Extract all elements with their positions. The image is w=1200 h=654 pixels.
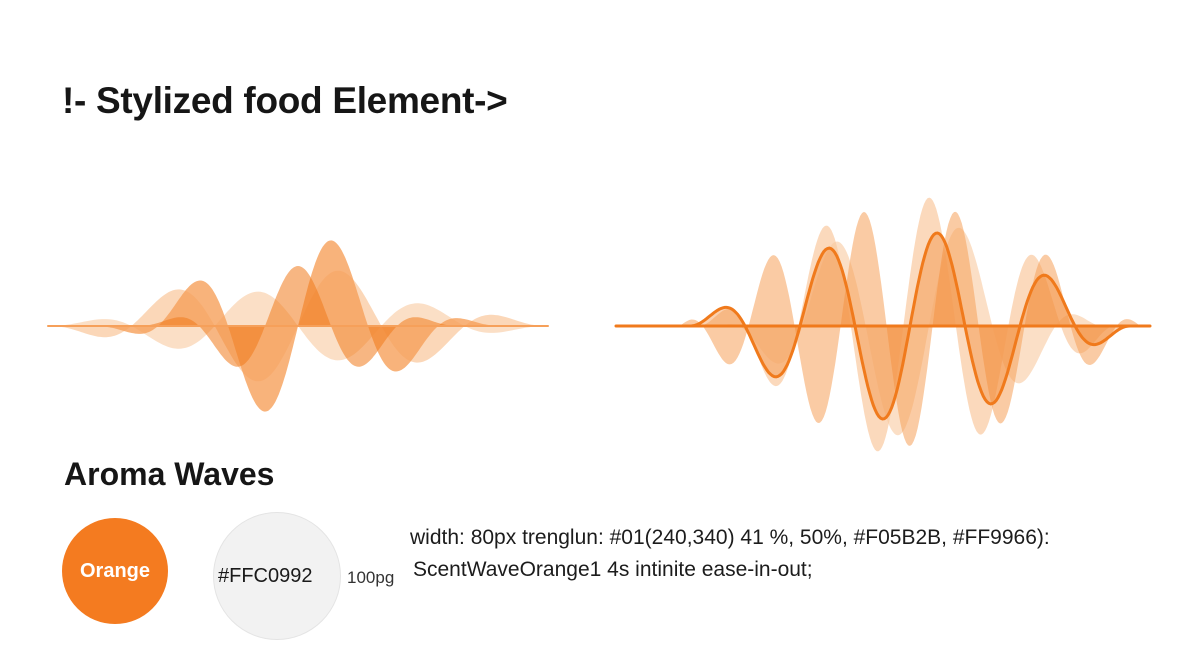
swatch-size-label: 100pg xyxy=(347,568,395,587)
aroma-wave-illustration-right xyxy=(610,180,1170,470)
light-swatch-hex: #FFC0992 xyxy=(218,564,313,587)
aroma-wave-illustration-left xyxy=(40,200,560,440)
orange-swatch-label: Orange xyxy=(79,559,151,582)
orange-color-swatch: Orange xyxy=(62,518,168,624)
section-title: Aroma Waves xyxy=(64,456,275,492)
css-code-line-1: width: 80px trenglun: #01(240,340) 41 %,… xyxy=(410,526,1050,549)
page-title: !- Stylized food Element-> xyxy=(62,80,508,121)
wave-left-dark-layer xyxy=(133,266,463,367)
light-color-swatch: #FFC0992 xyxy=(213,512,341,640)
css-code-line-2: ScentWaveOrange1 4s intinite ease-in-out… xyxy=(413,558,813,581)
wave-left-graphic xyxy=(47,240,549,412)
wave-right-graphic xyxy=(614,197,1152,452)
